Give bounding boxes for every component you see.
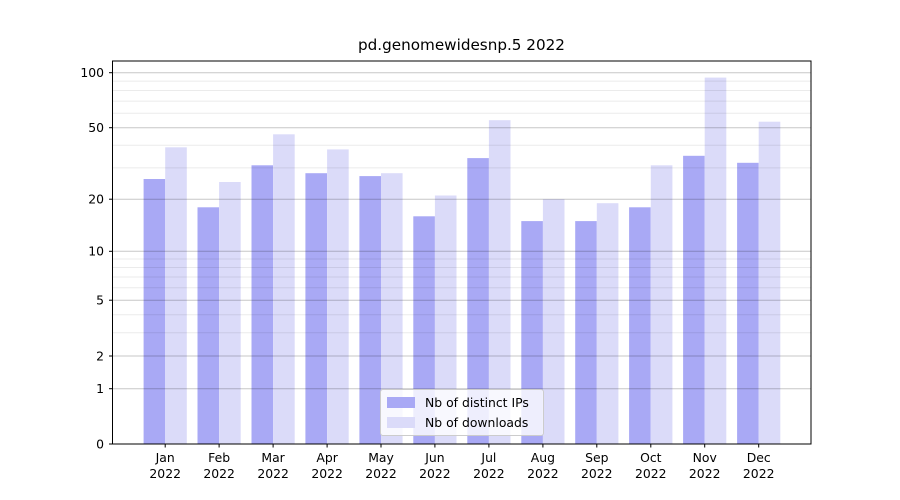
- bar-nov-distinct-ips: [683, 155, 705, 445]
- bar-may-downloads: [381, 173, 403, 444]
- bar-feb-distinct-ips: [197, 207, 220, 444]
- bar-jun-distinct-ips: [413, 216, 435, 444]
- bar-oct-downloads: [650, 165, 673, 445]
- legend-label-distinct-ips: Nb of distinct IPs: [425, 395, 529, 410]
- x-tick-label-month-nov: Nov: [693, 450, 717, 465]
- bar-may-distinct-ips: [359, 176, 381, 444]
- bar-jan-distinct-ips: [143, 179, 166, 444]
- legend-item-downloads: Nb of downloads: [387, 414, 535, 431]
- x-tick-label-month-sep: Sep: [585, 450, 608, 465]
- x-tick-label-year-may: 2022: [365, 466, 397, 481]
- x-tick-label-year-feb: 2022: [203, 466, 235, 481]
- bar-dec-distinct-ips: [737, 162, 759, 445]
- x-tick-label-year-mar: 2022: [257, 466, 289, 481]
- x-tick-label-month-mar: Mar: [261, 450, 285, 465]
- y-tick-label-10: 10: [88, 244, 104, 259]
- y-tick-label-2: 2: [96, 348, 104, 363]
- x-tick-label-year-jul: 2022: [473, 466, 505, 481]
- x-tick-label-month-oct: Oct: [640, 450, 662, 465]
- bar-sep-distinct-ips: [575, 221, 597, 444]
- bar-aug-downloads: [542, 199, 565, 444]
- x-tick-label-year-oct: 2022: [635, 466, 667, 481]
- x-tick-label-month-jun: Jun: [424, 450, 444, 465]
- legend-swatch-downloads: [387, 417, 415, 428]
- bar-oct-distinct-ips: [629, 207, 651, 444]
- bar-dec-downloads: [758, 121, 781, 444]
- x-tick-label-year-jun: 2022: [419, 466, 451, 481]
- plot-border: [112, 60, 812, 445]
- y-tick-label-50: 50: [88, 120, 104, 135]
- chart-title: pd.genomewidesnp.5 2022: [358, 36, 565, 54]
- bar-apr-distinct-ips: [305, 173, 327, 444]
- x-tick-label-year-nov: 2022: [689, 466, 721, 481]
- y-tick-label-20: 20: [88, 192, 104, 207]
- x-tick-label-month-aug: Aug: [531, 450, 555, 465]
- x-tick-label-month-dec: Dec: [747, 450, 771, 465]
- bar-feb-downloads: [219, 182, 241, 444]
- x-tick-label-month-feb: Feb: [208, 450, 230, 465]
- bar-mar-downloads: [273, 134, 295, 445]
- bar-aug-distinct-ips: [521, 221, 543, 444]
- bar-mar-distinct-ips: [251, 165, 274, 445]
- bar-jan-downloads: [165, 147, 187, 445]
- bar-sep-downloads: [596, 203, 619, 444]
- y-tick-label-100: 100: [80, 65, 104, 80]
- bar-jul-distinct-ips: [467, 158, 489, 444]
- x-tick-label-month-may: May: [368, 450, 394, 465]
- x-tick-label-year-apr: 2022: [311, 466, 343, 481]
- x-tick-label-month-apr: Apr: [316, 450, 338, 465]
- x-tick-label-year-aug: 2022: [527, 466, 559, 481]
- legend-label-downloads: Nb of downloads: [425, 415, 529, 430]
- y-tick-label-5: 5: [96, 293, 104, 308]
- bar-nov-downloads: [704, 77, 727, 444]
- legend: Nb of distinct IPs Nb of downloads: [380, 389, 544, 436]
- x-tick-label-month-jul: Jul: [480, 450, 496, 465]
- legend-item-distinct-ips: Nb of distinct IPs: [387, 394, 535, 411]
- x-tick-label-year-jan: 2022: [149, 466, 181, 481]
- x-tick-label-year-dec: 2022: [743, 466, 775, 481]
- legend-swatch-distinct-ips: [387, 397, 415, 408]
- bar-jun-downloads: [434, 195, 457, 444]
- bar-apr-downloads: [327, 149, 349, 444]
- y-tick-label-1: 1: [96, 381, 104, 396]
- bar-jul-downloads: [488, 120, 511, 444]
- x-tick-label-month-jan: Jan: [155, 450, 175, 465]
- x-tick-label-year-sep: 2022: [581, 466, 613, 481]
- y-tick-label-0: 0: [96, 436, 104, 451]
